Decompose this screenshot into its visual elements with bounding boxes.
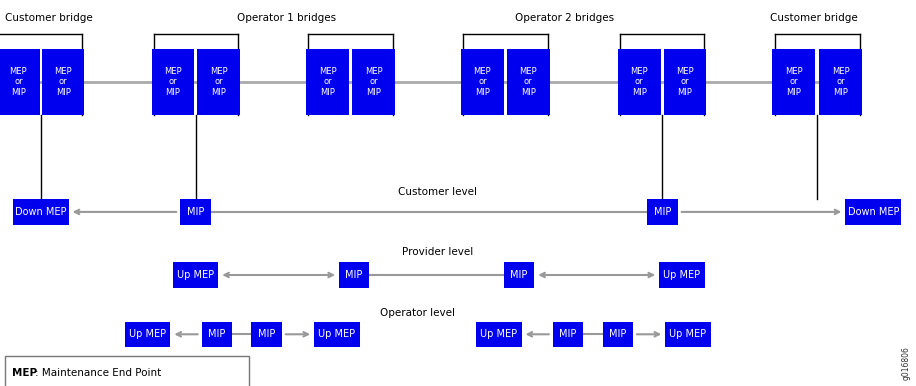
Bar [648, 199, 678, 225]
Bar [603, 322, 633, 347]
Bar [663, 49, 706, 115]
Text: Customer bridge: Customer bridge [770, 13, 858, 23]
Text: MEP
or
MIP: MEP or MIP [832, 67, 849, 97]
Bar [617, 49, 660, 115]
Bar [352, 49, 395, 115]
Bar [125, 322, 170, 347]
Text: MEP
or
MIP: MEP or MIP [519, 67, 537, 97]
Bar [552, 322, 583, 347]
Bar [507, 49, 550, 115]
Text: MIP: MIP [510, 270, 528, 280]
Text: Operator level: Operator level [380, 308, 454, 318]
Bar [152, 49, 194, 115]
Text: Customer level: Customer level [398, 187, 477, 197]
Text: MIP: MIP [345, 270, 363, 280]
Bar [659, 262, 704, 288]
Text: MEP
or
MIP: MEP or MIP [210, 67, 228, 97]
Bar [5, 356, 249, 386]
Text: MIP: MIP [609, 329, 627, 339]
Bar [198, 49, 240, 115]
Bar [845, 199, 901, 225]
Text: Customer bridge: Customer bridge [5, 13, 93, 23]
Text: Up MEP: Up MEP [480, 329, 518, 339]
Text: MEP
or
MIP: MEP or MIP [474, 67, 491, 97]
Text: MIP: MIP [208, 329, 225, 339]
Bar [665, 322, 711, 347]
Text: MEP
or
MIP: MEP or MIP [54, 67, 72, 97]
Text: MEP: MEP [12, 368, 38, 378]
Text: Up MEP: Up MEP [663, 270, 701, 280]
Text: Operator 1 bridges: Operator 1 bridges [237, 13, 336, 23]
Text: MIP: MIP [560, 329, 576, 339]
Bar [475, 322, 521, 347]
Text: Up MEP: Up MEP [319, 329, 355, 339]
Text: g016806: g016806 [902, 346, 911, 380]
Text: MIP: MIP [187, 207, 204, 217]
Bar [504, 262, 534, 288]
Text: Operator 2 bridges: Operator 2 bridges [516, 13, 615, 23]
Text: Down MEP: Down MEP [847, 207, 899, 217]
Bar [461, 49, 504, 115]
Bar [819, 49, 862, 115]
Text: MEP
or
MIP: MEP or MIP [164, 67, 182, 97]
Bar [314, 322, 360, 347]
Text: Down MEP: Down MEP [15, 207, 67, 217]
Bar [172, 262, 218, 288]
Bar [202, 322, 232, 347]
Bar [339, 262, 369, 288]
Text: MIP: MIP [258, 329, 276, 339]
Bar [42, 49, 84, 115]
Text: Up MEP: Up MEP [177, 270, 214, 280]
Bar [13, 199, 69, 225]
Text: MEP
or
MIP: MEP or MIP [365, 67, 382, 97]
Text: Provider level: Provider level [402, 247, 474, 257]
Text: Up MEP: Up MEP [129, 329, 166, 339]
Text: MEP
or
MIP: MEP or MIP [785, 67, 802, 97]
Bar [306, 49, 349, 115]
Text: MEP
or
MIP: MEP or MIP [9, 67, 27, 97]
Text: MEP
or
MIP: MEP or MIP [319, 67, 336, 97]
Text: MEP
or
MIP: MEP or MIP [676, 67, 693, 97]
Text: MEP
or
MIP: MEP or MIP [630, 67, 648, 97]
Text: Up MEP: Up MEP [670, 329, 706, 339]
Bar [772, 49, 815, 115]
Text: : Maintenance End Point: : Maintenance End Point [35, 368, 161, 378]
Bar [0, 49, 39, 115]
Bar [251, 322, 282, 347]
Text: MIP: MIP [654, 207, 671, 217]
Bar [180, 199, 211, 225]
